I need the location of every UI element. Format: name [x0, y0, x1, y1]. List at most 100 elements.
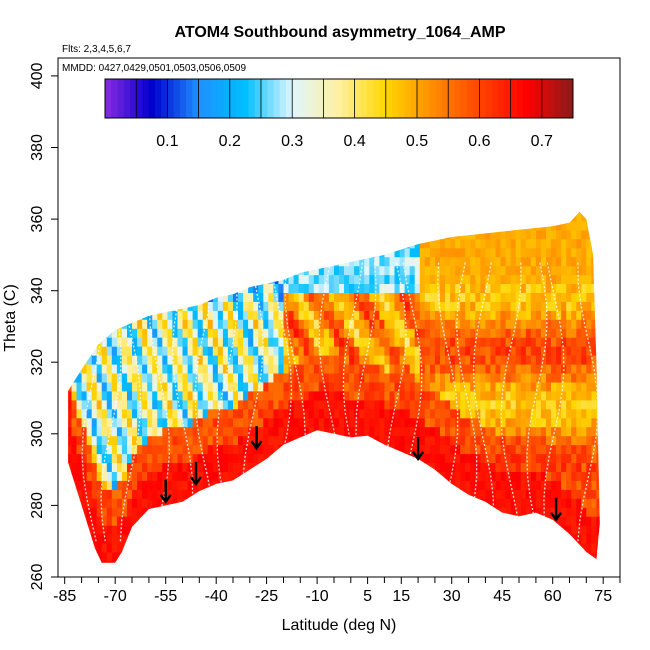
heatmap-cell	[121, 364, 128, 374]
heatmap-cell	[596, 381, 600, 392]
heatmap-cell	[328, 390, 335, 401]
heatmap-cell	[455, 381, 461, 392]
heatmap-cell	[288, 319, 295, 329]
heatmap-cell	[409, 381, 416, 392]
heatmap-cell	[182, 211, 189, 213]
heatmap-cell	[116, 507, 123, 517]
heatmap-cell	[530, 364, 537, 374]
heatmap-cell	[278, 238, 284, 249]
heatmap-cell	[540, 498, 547, 508]
heatmap-cell	[434, 507, 441, 517]
heatmap-cell	[515, 256, 522, 267]
heatmap-cell	[602, 239, 608, 249]
heatmap-cell	[202, 489, 209, 499]
heatmap-cell	[535, 435, 542, 446]
heatmap-cell	[520, 319, 527, 329]
heatmap-cell	[222, 265, 229, 276]
heatmap-cell	[81, 462, 88, 472]
heatmap-cell	[167, 408, 173, 419]
heatmap-cell	[470, 229, 476, 240]
heatmap-cell	[313, 399, 320, 410]
heatmap-cell	[111, 516, 118, 526]
colorbar-cell	[136, 79, 143, 118]
heatmap-cell	[167, 435, 173, 446]
heatmap-cell	[217, 408, 224, 419]
heatmap-cell	[132, 453, 138, 463]
heatmap-cell	[132, 435, 138, 446]
heatmap-cell	[485, 462, 491, 472]
heatmap-cell	[404, 507, 411, 517]
heatmap-cell	[76, 319, 83, 329]
heatmap-cell	[394, 560, 401, 563]
heatmap-cell	[318, 238, 325, 249]
heatmap-cell	[379, 551, 385, 562]
heatmap-cell	[520, 310, 527, 320]
heatmap-cell	[339, 310, 345, 320]
heatmap-cell	[137, 265, 143, 276]
heatmap-cell	[525, 444, 532, 455]
heatmap-cell	[197, 265, 204, 276]
heatmap-cell	[475, 211, 481, 222]
colorbar-tick-label: 0.3	[281, 133, 303, 150]
heatmap-cell	[248, 390, 254, 401]
heatmap-cell	[344, 346, 350, 356]
heatmap-cell	[152, 516, 158, 526]
heatmap-cell	[339, 238, 345, 249]
heatmap-cell	[419, 453, 426, 463]
heatmap-cell	[121, 471, 128, 481]
heatmap-cell	[167, 265, 173, 276]
heatmap-cell	[535, 498, 542, 508]
heatmap-cell	[318, 337, 325, 347]
heatmap-cell	[455, 364, 461, 374]
heatmap-cell	[505, 211, 512, 222]
heatmap-cell	[243, 516, 249, 526]
heatmap-cell	[207, 417, 214, 428]
heatmap-cell	[561, 462, 567, 472]
heatmap-cell	[323, 337, 330, 347]
heatmap-cell	[414, 265, 421, 276]
heatmap-cell	[303, 435, 310, 446]
heatmap-cell	[222, 292, 229, 302]
heatmap-cell	[253, 489, 259, 499]
heatmap-cell	[212, 373, 219, 383]
heatmap-cell	[76, 417, 83, 428]
heatmap-cell	[344, 453, 350, 463]
heatmap-cell	[409, 390, 416, 401]
heatmap-cell	[96, 292, 103, 302]
heatmap-cell	[248, 211, 254, 213]
heatmap-cell	[394, 534, 401, 544]
colorbar-cell	[317, 79, 324, 118]
heatmap-cell	[71, 390, 78, 401]
heatmap-cell	[334, 274, 340, 284]
heatmap-cell	[293, 399, 300, 410]
heatmap-cell	[480, 283, 486, 293]
heatmap-cell	[602, 463, 608, 473]
heatmap-cell	[480, 534, 486, 544]
heatmap-cell	[227, 408, 234, 419]
heatmap-cell	[268, 426, 274, 437]
heatmap-cell	[460, 364, 466, 374]
heatmap-cell	[318, 444, 325, 455]
heatmap-cell	[121, 498, 128, 508]
heatmap-cell	[525, 551, 532, 562]
heatmap-cell	[182, 408, 189, 419]
heatmap-cell	[364, 211, 370, 222]
heatmap-cell	[389, 238, 396, 249]
heatmap-cell	[328, 328, 335, 338]
heatmap-cell	[217, 238, 224, 249]
heatmap-cell	[520, 211, 527, 213]
heatmap-cell	[475, 238, 481, 249]
heatmap-cell	[465, 283, 471, 293]
heatmap-cell	[475, 426, 481, 437]
heatmap-cell	[212, 560, 219, 563]
heatmap-cell	[278, 534, 284, 544]
heatmap-cell	[546, 489, 552, 499]
heatmap-cell	[253, 453, 259, 463]
heatmap-cell	[470, 462, 476, 472]
heatmap-cell	[263, 399, 269, 410]
heatmap-cell	[576, 220, 582, 231]
heatmap-cell	[243, 238, 249, 249]
heatmap-cell	[546, 364, 552, 374]
heatmap-cell	[374, 435, 380, 446]
heatmap-cell	[399, 373, 406, 383]
